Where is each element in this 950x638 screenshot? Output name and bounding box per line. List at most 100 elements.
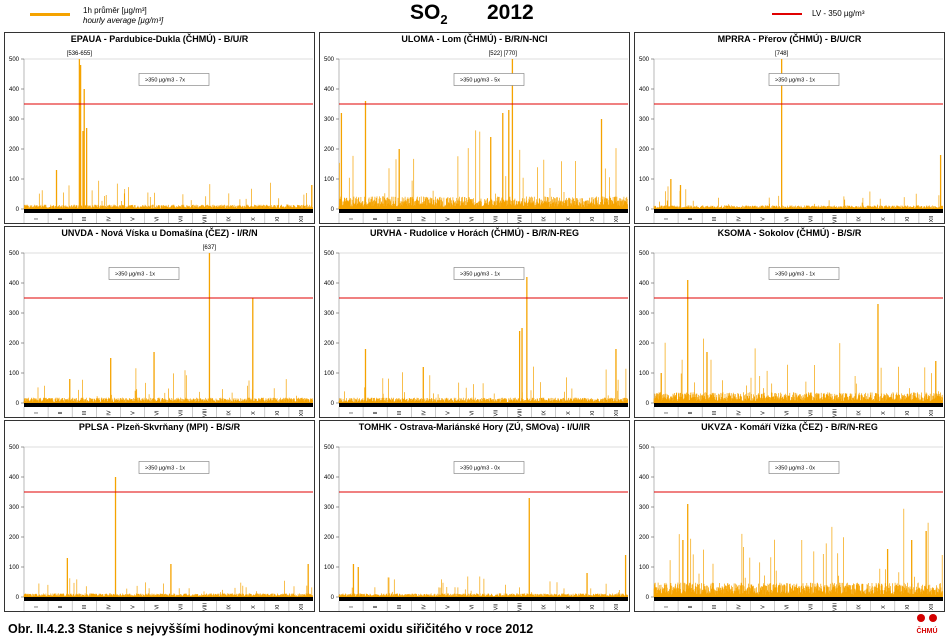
x-axis-band: [24, 597, 313, 601]
exceedance-label: >350 µg/m3 - 0x: [460, 466, 500, 472]
station-panel: UKVZA - Komáří Vížka (ČEZ) - B/R/N-REG 0 1…: [634, 420, 945, 612]
peak-annotation: [637]: [203, 245, 217, 251]
y-tick-label: 500: [639, 445, 650, 451]
x-axis-band: [339, 597, 628, 601]
month-label: V: [760, 605, 766, 609]
figure-title: SO2: [410, 1, 448, 27]
month-label: II: [373, 217, 379, 221]
y-tick-label: 300: [639, 117, 650, 123]
y-tick-label: 300: [324, 505, 335, 511]
legend-hourly-en: hourly average [µg/m³]: [83, 16, 164, 25]
exceedance-label: >350 µg/m3 - 7x: [145, 78, 185, 84]
month-label: VI: [469, 604, 475, 610]
y-tick-label: 400: [639, 475, 650, 481]
pollutant-subscript: 2: [440, 12, 448, 27]
month-label: VIII: [833, 408, 839, 417]
y-tick-label: 400: [639, 281, 650, 287]
month-label: XII: [614, 603, 620, 610]
month-label: II: [373, 411, 379, 415]
month-label: XII: [614, 409, 620, 416]
month-label: IV: [106, 604, 112, 610]
station-panel: UNVDA - Nová Víska u Domašína (ČEZ) - I/…: [4, 226, 315, 418]
station-title: KSOMA - Sokolov (ČHMÚ) - B/S/R: [717, 228, 862, 238]
month-label: I: [664, 412, 670, 414]
y-tick-label: 300: [9, 505, 20, 511]
x-axis-band: [339, 403, 628, 407]
exceedance-label: >350 µg/m3 - 5x: [460, 78, 500, 84]
y-tick-label: 100: [324, 565, 335, 571]
month-label: VIII: [203, 214, 209, 223]
exceedance-box: [768, 73, 840, 86]
peak-annotation: [536-655]: [67, 51, 93, 57]
y-tick-label: 0: [646, 207, 650, 213]
exceedance-label: >350 µg/m3 - 0x: [775, 466, 815, 472]
pollutant: SO: [410, 1, 441, 24]
month-label: IX: [857, 410, 863, 416]
station-title: UNVDA - Nová Víska u Domašína (ČEZ) - I/…: [61, 228, 258, 238]
y-tick-label: 500: [9, 57, 20, 63]
month-label: XI: [590, 604, 596, 610]
y-tick-label: 0: [331, 401, 335, 407]
exceedance-label: >350 µg/m3 - 1x: [460, 272, 500, 278]
y-tick-label: 0: [331, 207, 335, 213]
month-label: VII: [494, 603, 500, 610]
month-label: XI: [590, 216, 596, 222]
month-label: V: [445, 411, 451, 415]
month-label: VII: [494, 215, 500, 222]
hourly-series: [23, 368, 313, 403]
month-label: I: [34, 606, 40, 608]
month-label: III: [82, 216, 88, 221]
y-tick-label: 500: [9, 445, 20, 451]
y-tick-label: 100: [9, 177, 20, 183]
y-tick-label: 500: [324, 57, 335, 63]
y-tick-label: 300: [324, 311, 335, 317]
month-label: IV: [106, 410, 112, 416]
month-label: XI: [905, 604, 911, 610]
exceedance-box: [768, 461, 840, 474]
month-label: IX: [542, 410, 548, 416]
month-label: II: [58, 605, 64, 609]
y-tick-label: 0: [16, 207, 20, 213]
month-label: II: [58, 217, 64, 221]
station-panel: KSOMA - Sokolov (ČHMÚ) - B/S/R 0 100 200 300…: [634, 226, 945, 418]
month-label: V: [445, 217, 451, 221]
month-label: V: [445, 605, 451, 609]
month-label: I: [349, 218, 355, 220]
month-label: XI: [905, 410, 911, 416]
month-label: XII: [929, 409, 935, 416]
exceedance-label: >350 µg/m3 - 1x: [775, 78, 815, 84]
month-label: XII: [299, 409, 305, 416]
hourly-series: [653, 338, 943, 403]
y-tick-label: 0: [331, 595, 335, 601]
y-tick-label: 300: [9, 117, 20, 123]
hourly-series: [23, 578, 313, 597]
y-tick-label: 300: [639, 311, 650, 317]
month-label: IX: [227, 216, 233, 222]
y-tick-label: 200: [9, 535, 20, 541]
y-tick-label: 400: [324, 281, 335, 287]
y-tick-label: 400: [324, 475, 335, 481]
y-tick-label: 0: [16, 401, 20, 407]
exceedance-box: [453, 267, 525, 280]
exceedance-label: >350 µg/m3 - 1x: [775, 272, 815, 278]
exceedance-label: >350 µg/m3 - 1x: [115, 272, 155, 278]
exceedance-box: [108, 267, 180, 280]
month-label: XI: [275, 410, 281, 416]
y-tick-label: 200: [639, 341, 650, 347]
legend-hourly-swatch: [30, 13, 70, 16]
month-label: X: [881, 217, 887, 221]
month-label: VI: [154, 216, 160, 222]
y-tick-label: 100: [639, 371, 650, 377]
month-label: VII: [179, 603, 185, 610]
month-label: III: [82, 604, 88, 609]
month-label: III: [397, 216, 403, 221]
month-label: IV: [736, 216, 742, 222]
month-label: XII: [614, 215, 620, 222]
y-tick-label: 500: [639, 251, 650, 257]
y-tick-label: 200: [324, 147, 335, 153]
month-label: XII: [929, 215, 935, 222]
hourly-series: [338, 366, 628, 403]
y-tick-label: 400: [639, 87, 650, 93]
station-panel: EPAUA - Pardubice-Dukla (ČHMÚ) - B/U/R 0 1…: [4, 32, 315, 224]
month-label: VII: [494, 409, 500, 416]
